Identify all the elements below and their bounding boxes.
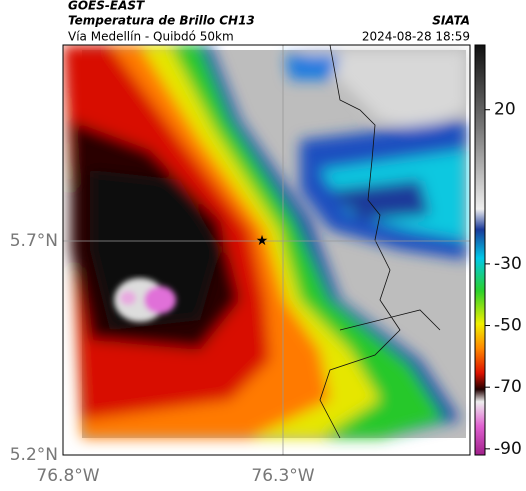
lon-label: 76.8°W (36, 466, 99, 486)
title: Temperatura de Brillo CH13 (68, 14, 255, 28)
colorbar (474, 44, 486, 456)
colorbar-tick-label: 20 (494, 100, 516, 120)
lat-label: 5.2°N (10, 445, 58, 465)
colorbar-tick-label: -70 (494, 377, 522, 397)
colorbar-tick-label: -90 (494, 439, 522, 459)
subtitle: Vía Medellín - Quibdó 50km (68, 30, 234, 44)
lat-label: 5.7°N (10, 231, 58, 251)
colorbar-tick-label: -30 (494, 254, 522, 274)
datetime: 2024-08-28 18:59 (362, 30, 470, 44)
source: SIATA (432, 14, 470, 28)
colorbar-tick-label: -50 (494, 316, 522, 336)
satellite: GOES-EAST (68, 0, 145, 13)
svg-text:★: ★ (256, 233, 269, 249)
lon-label: 76.3°W (251, 466, 314, 486)
map-frame (62, 44, 471, 456)
satellite-image: ★ (63, 45, 470, 455)
